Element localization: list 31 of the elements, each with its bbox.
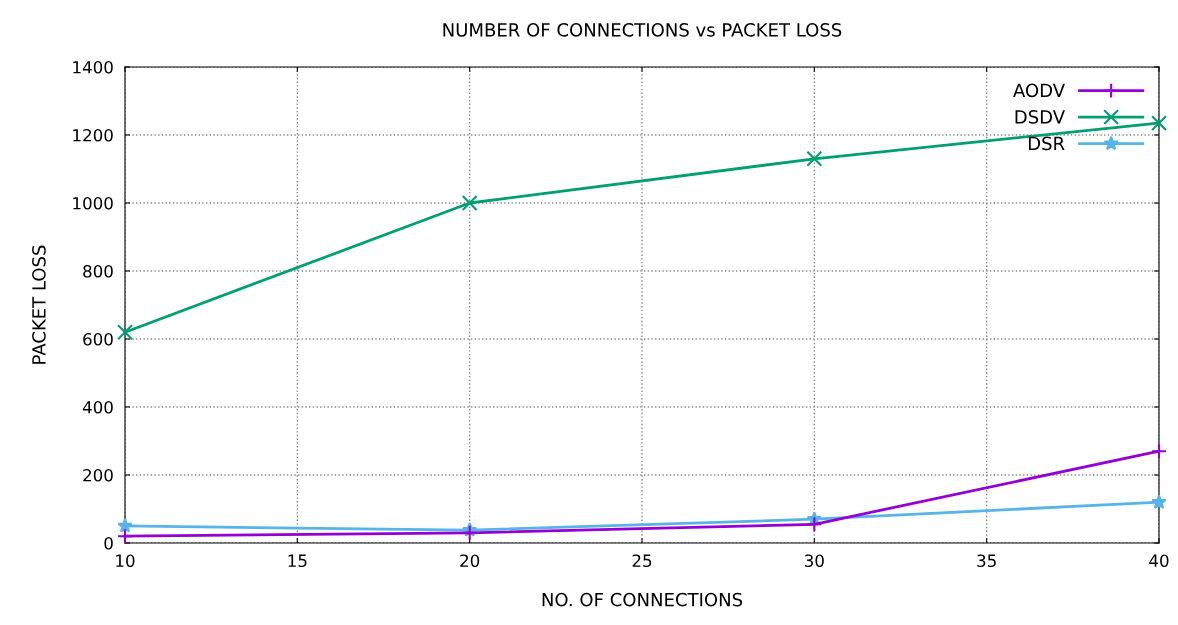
legend-label: AODV [1013,83,1065,98]
y-tick-label: 1000 [73,196,113,210]
point [1151,115,1167,132]
y-axis-title: PACKET LOSS [32,245,46,364]
point [461,524,478,541]
x-tick-label: 40 [1149,554,1169,568]
y-tick-label: 1400 [73,60,113,74]
point [806,516,823,533]
chart-title: NUMBER OF CONNECTIONS vs PACKET LOSS [443,23,842,37]
x-tick-label: 25 [632,554,652,568]
x-tick-label: 15 [288,554,307,568]
y-tick-label: 0 [104,536,113,550]
x-tick-label: 35 [977,554,996,568]
point [117,528,133,545]
point [461,195,478,211]
x-axis-title: NO. OF CONNECTIONS [542,592,743,607]
x-tick-label: 20 [460,554,480,568]
x-tick-label: 10 [116,554,135,568]
x-tick-label: 30 [805,554,824,568]
point [806,150,823,167]
y-tick-label: 600 [83,332,113,346]
legend-label: DSDV [1015,110,1065,124]
y-tick-label: 1200 [73,128,113,142]
point [1151,494,1167,509]
point [117,324,133,341]
point [1151,443,1167,460]
y-tick-label: 400 [82,400,113,414]
y-tick-label: 200 [83,468,113,482]
point [117,518,133,533]
y-tick-label: 800 [83,264,113,278]
legend-label: DSR [1028,136,1065,151]
